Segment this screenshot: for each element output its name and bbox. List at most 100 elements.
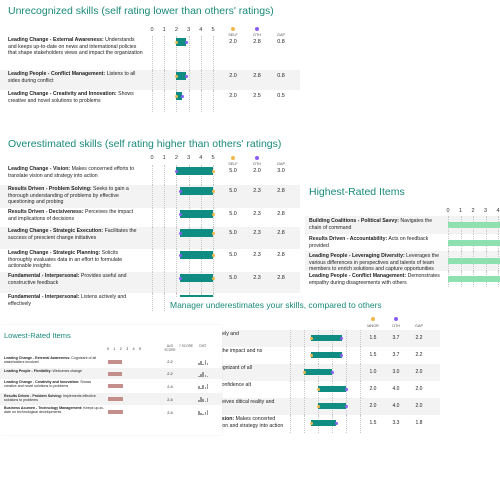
grid-line <box>304 398 305 415</box>
gap-bar <box>318 403 346 409</box>
score-value: 2.3 <box>253 230 261 236</box>
grid-line <box>346 415 347 433</box>
grid-line <box>176 208 178 227</box>
rating-bar <box>108 359 123 364</box>
grid-line <box>304 347 305 364</box>
spark-bar <box>200 397 202 402</box>
others-legend-dot <box>394 317 398 321</box>
rating-bar <box>448 222 500 228</box>
grid-line <box>164 165 166 185</box>
grid-line <box>176 272 178 293</box>
rating-bar <box>448 258 500 264</box>
grid-line <box>290 415 291 433</box>
self-marker <box>211 189 215 193</box>
grid-line <box>200 249 202 272</box>
axis-tick-label: 0 <box>446 208 450 214</box>
grid-line <box>290 330 291 347</box>
skill-row: Results Driven - Decisiveness: Perceives… <box>0 208 300 227</box>
self-marker <box>211 276 215 280</box>
item-label-category: Leading People - Leveraging Diversity: <box>309 253 405 259</box>
score-value: 3.7 <box>392 352 400 358</box>
manager-marker <box>309 353 313 357</box>
others-marker <box>340 353 344 357</box>
grid-line <box>360 398 361 415</box>
score-value: 2.4 <box>167 396 173 402</box>
column-header: OTH <box>252 162 261 166</box>
manager-legend-dot <box>371 317 375 321</box>
score-value: 5.0 <box>229 168 237 174</box>
score-value: 2.0 <box>253 168 261 174</box>
self-marker <box>174 40 178 44</box>
score-value: 2.3 <box>253 211 261 217</box>
spark-bar <box>200 413 202 415</box>
manager-marker <box>309 421 313 425</box>
item-label-text: Listens to all sides during conflict <box>8 71 136 84</box>
score-value: 2.0 <box>369 403 377 409</box>
item-label-text: Cognizant of all stakeholders involved <box>4 356 97 365</box>
rating-bar <box>448 276 500 282</box>
grid-line <box>360 381 361 398</box>
gap-bar <box>180 274 213 282</box>
gap-bar <box>311 352 342 358</box>
lowest-row: Leading Change - Creativity and Innovati… <box>0 379 222 393</box>
others-marker <box>344 387 348 391</box>
item-label: Leading Change - Vision: Makes concerned… <box>8 166 143 179</box>
skill-row: Leading Change - External Awareness: Und… <box>0 36 300 70</box>
grid-line <box>164 70 166 90</box>
item-label-text: Perceives the impact and ns <box>195 348 263 354</box>
axis-tick-label: 4 <box>496 208 500 214</box>
score-value: 2.3 <box>253 275 261 281</box>
grid-line <box>290 381 291 398</box>
manager-marker <box>302 370 306 374</box>
item-label-text: Navigates the chain of command <box>309 218 433 231</box>
item-label-text: Provides useful and constructive feedbac… <box>8 273 127 286</box>
score-value: 3.3 <box>392 420 400 426</box>
distribution-spark <box>198 409 209 415</box>
item-label-text: Shows creative and novel solutions to pr… <box>8 91 134 104</box>
item-label: Fundamental - Interpersonal: Listens act… <box>8 294 143 307</box>
grid-line <box>346 330 347 347</box>
grid-line <box>360 415 361 433</box>
grid-line <box>164 227 166 249</box>
item-label-category: Fundamental - Interpersonal: <box>8 294 80 300</box>
column-header: SELF <box>228 33 238 37</box>
grid-line <box>176 36 178 70</box>
grid-line <box>164 208 166 227</box>
grid-line <box>176 90 178 112</box>
item-label-category: Leading Change - Vision: <box>8 166 71 172</box>
grid-line <box>176 70 178 90</box>
self-marker <box>211 169 215 173</box>
manager-marker <box>309 336 313 340</box>
score-value: 2.2 <box>167 359 173 364</box>
item-label-text: Listens actively and effectively <box>8 294 127 307</box>
axis-tick-label: 4 <box>199 155 203 161</box>
others-marker <box>178 189 182 193</box>
column-header: MNGR <box>367 324 379 328</box>
spark-bar <box>198 362 200 365</box>
lowest-row: Business Acumen - Technology Management:… <box>0 405 222 419</box>
highest-row: Leading People - Conflict Management: De… <box>305 271 500 287</box>
others-marker <box>184 40 188 44</box>
axis-tick-label: 1 <box>458 208 463 214</box>
score-value: 2.8 <box>277 252 285 258</box>
column-header: OTH <box>391 324 400 328</box>
unrecognized-panel: Unrecognized skills (self rating lower t… <box>0 0 300 118</box>
item-label-text: Implements effective solutions to proble… <box>4 394 96 403</box>
unrecognized-title: Unrecognized skills (self rating lower t… <box>8 5 274 17</box>
highest-row: Results Driven - Accountability: Acts on… <box>305 234 500 251</box>
others-marker <box>184 74 188 78</box>
overestimated-panel: Overestimated skills (self rating higher… <box>0 130 300 320</box>
grid-line <box>200 70 202 90</box>
column-header: OTH <box>252 33 261 37</box>
grid-line <box>176 185 178 208</box>
grid-line <box>213 36 214 70</box>
item-label-text: Demonstrates empathy during disagreement… <box>309 273 440 286</box>
axis-tick-label: 2 <box>471 208 475 214</box>
spark-bar <box>202 363 204 365</box>
others-marker <box>330 370 334 374</box>
score-value: 5.0 <box>229 211 237 217</box>
spark-bar <box>202 385 204 389</box>
score-value: 2.8 <box>277 275 285 281</box>
score-value: 2.2 <box>415 335 423 341</box>
